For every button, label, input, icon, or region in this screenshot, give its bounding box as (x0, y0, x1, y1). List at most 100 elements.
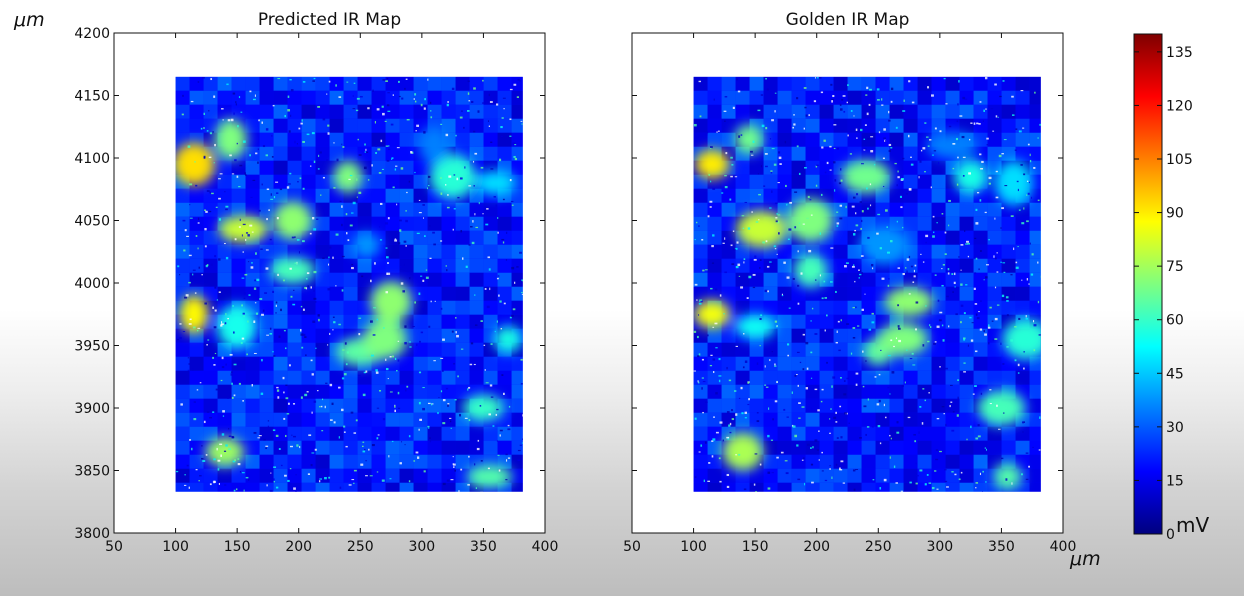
speckle (214, 309, 217, 312)
speckle (881, 104, 884, 106)
heatmap-cell (413, 202, 428, 217)
heatmap-cell (903, 132, 918, 147)
speckle (386, 77, 389, 80)
heatmap-cell (511, 216, 523, 231)
heatmap-cell (301, 314, 316, 329)
colorbar-unit-label: mV (1176, 513, 1209, 537)
heatmap-cell (903, 384, 918, 399)
heatmap-cell (931, 76, 946, 91)
speckle (364, 151, 367, 153)
heatmap-cell (175, 412, 190, 427)
speckle (753, 258, 757, 261)
speckle (884, 416, 887, 419)
speckle (470, 225, 473, 228)
speckle (404, 325, 407, 328)
heatmap-cell (847, 244, 862, 259)
heatmap-cell (315, 272, 330, 287)
speckle (769, 138, 772, 140)
heatmap-cell (217, 202, 232, 217)
speckle (218, 178, 221, 180)
speckle (429, 440, 432, 443)
speckle (893, 465, 896, 468)
heatmap-cell (707, 426, 722, 441)
speckle (980, 392, 983, 395)
speckle (418, 199, 421, 201)
speckle (270, 135, 273, 137)
speckle (839, 168, 842, 171)
speckle (934, 274, 937, 276)
speckle (811, 307, 814, 310)
speckle (969, 316, 972, 319)
speckle (776, 325, 778, 327)
heatmap-cell (357, 272, 372, 287)
speckle (820, 400, 823, 403)
heatmap-cell (427, 300, 442, 315)
heatmap-cell (805, 370, 820, 385)
speckle (741, 215, 745, 217)
heatmap-cell (245, 440, 260, 455)
heatmap-cell (945, 468, 960, 483)
heatmap-cell (399, 412, 414, 427)
heatmap-cell (427, 482, 442, 492)
heatmap-cell (1029, 356, 1041, 371)
heatmap-cell (819, 286, 834, 301)
speckle (861, 272, 863, 275)
speckle (860, 255, 864, 257)
speckle (852, 336, 856, 339)
speckle (228, 447, 231, 451)
speckle (262, 145, 266, 148)
speckle (1001, 153, 1004, 155)
speckle (272, 350, 274, 353)
speckle (802, 223, 805, 225)
speckle (816, 77, 819, 79)
speckle (204, 302, 207, 305)
heatmap-cell (343, 76, 358, 91)
heatmap-cell (273, 328, 288, 343)
speckle (847, 134, 849, 137)
heatmap-cell (511, 356, 523, 371)
speckle (217, 468, 220, 471)
speckle (220, 454, 223, 457)
speckle (432, 231, 435, 234)
heatmap-cell (203, 328, 218, 343)
speckle (254, 94, 256, 97)
speckle (296, 143, 298, 145)
heatmap-cell (791, 76, 806, 91)
heatmap-cell (847, 146, 862, 161)
speckle (267, 425, 270, 428)
heatmap-cell (833, 244, 848, 259)
heatmap-cell (1029, 468, 1041, 483)
speckle (496, 408, 499, 411)
heatmap-cell (483, 356, 498, 371)
speckle (802, 368, 805, 371)
speckle (855, 128, 858, 132)
speckle (934, 341, 937, 343)
speckle (249, 224, 253, 227)
speckle (963, 338, 966, 341)
speckle (501, 117, 504, 119)
speckle (243, 292, 247, 295)
speckle (258, 209, 261, 212)
heatmap-cell (357, 370, 372, 385)
speckle (306, 272, 310, 275)
speckle (384, 222, 388, 225)
speckle (335, 233, 339, 236)
speckle (996, 252, 998, 254)
heatmap-cell (1029, 90, 1041, 105)
speckle (979, 199, 982, 202)
heatmap-cell (203, 286, 218, 301)
speckle (520, 358, 523, 361)
heatmap-cell (847, 356, 862, 371)
heatmap-cell (931, 160, 946, 175)
speckle (434, 300, 436, 302)
speckle (480, 491, 483, 492)
speckle (460, 348, 464, 350)
heatmap-cell (1015, 132, 1030, 147)
speckle (775, 220, 778, 223)
heatmap-cell (357, 482, 372, 492)
speckle (445, 387, 449, 390)
speckle (1037, 300, 1040, 304)
speckle (351, 479, 355, 481)
speckle (924, 84, 927, 87)
heatmap-cell (721, 398, 736, 413)
